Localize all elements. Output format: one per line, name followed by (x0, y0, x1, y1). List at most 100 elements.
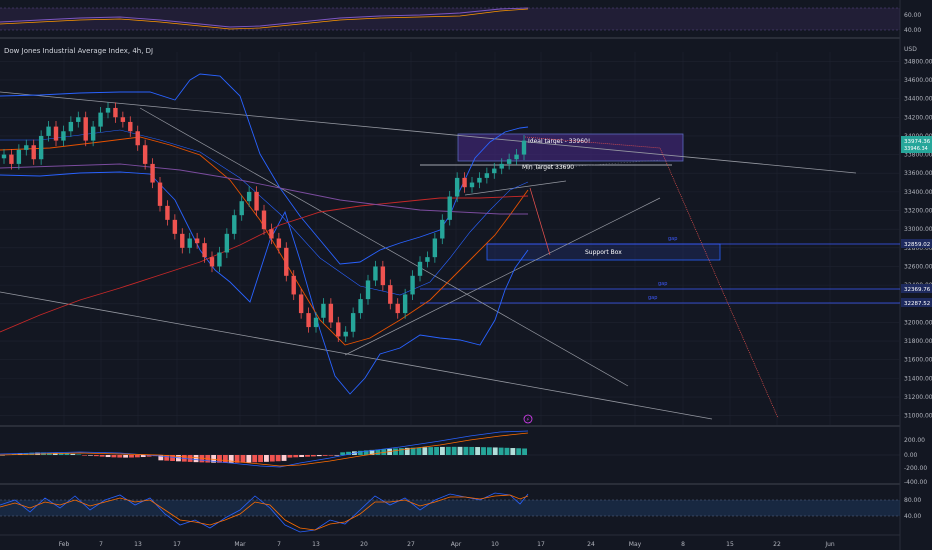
grid-vertical (63, 52, 831, 425)
time-tick-label: Feb (59, 541, 70, 548)
macd-tick-label: 0.00 (904, 452, 918, 459)
macd-bar (193, 455, 199, 463)
macd-bar (70, 453, 76, 455)
candle-body (172, 219, 178, 234)
macd-bar (510, 448, 516, 455)
level-badge-value: 32369.76 (904, 287, 931, 293)
candle-body (239, 201, 244, 216)
macd-bar (305, 455, 310, 457)
min-target-label: Min Target 33690 (522, 164, 574, 171)
macd-bar (217, 455, 222, 463)
time-tick-label: 10 (491, 541, 499, 548)
candle-body (380, 266, 386, 286)
macd-bar (363, 450, 369, 455)
candle-body (291, 275, 296, 295)
macd-bar (334, 455, 340, 456)
macd-bar (240, 455, 246, 463)
macd-bar (64, 453, 70, 455)
price-tick-label: 31200.00 (904, 394, 932, 401)
trendline-diagonal[interactable] (139, 107, 629, 387)
candle-body (514, 154, 519, 160)
macd-bar (123, 455, 129, 458)
event-marker-icon[interactable] (523, 414, 533, 424)
level-badge[interactable] (901, 298, 932, 307)
macd-bar (281, 455, 287, 461)
candle-body (232, 215, 237, 234)
macd-tick-label: -200.00 (904, 465, 927, 472)
macd-bar (346, 451, 351, 455)
price-tick-label: 32800.00 (904, 245, 932, 252)
candle-body (135, 131, 140, 146)
time-axis[interactable]: Feb 7 13 17 Mar 7 13 20 27 Apr 10 17 24 May 8 15 22 Jun (59, 541, 835, 548)
last-price-badge[interactable] (901, 136, 932, 153)
macd-bar (293, 455, 299, 458)
macd-bar (398, 448, 404, 455)
candle-body (306, 313, 311, 328)
candle-body (24, 145, 29, 150)
macd-bar (457, 446, 463, 455)
macd-bar (129, 455, 134, 458)
time-tick-label: May (629, 541, 642, 548)
time-tick-label: 7 (277, 541, 281, 548)
osc-tick-label: 80.00 (904, 497, 921, 504)
candle-body (61, 131, 66, 141)
macd-bar (111, 455, 117, 458)
ma-purple (0, 163, 528, 215)
price-tick-label: 34200.00 (904, 114, 932, 121)
price-tick-label: 31400.00 (904, 375, 932, 382)
candle-body (157, 182, 163, 206)
candle-body (343, 331, 348, 337)
projection-path-short[interactable] (529, 187, 551, 256)
trendline-lower[interactable] (0, 291, 713, 420)
macd-bar (82, 455, 87, 456)
trendline-channel[interactable] (464, 180, 567, 196)
candle-body (447, 196, 452, 220)
osc-tick-label: 60.00 (904, 12, 921, 19)
support-box-label: Support Box (585, 249, 622, 256)
macd-bar (76, 454, 82, 456)
candle-body (365, 280, 371, 300)
candle-body (454, 177, 460, 197)
macd-bar (275, 455, 281, 462)
candle-body (484, 173, 490, 178)
time-tick-label: 17 (173, 541, 181, 548)
macd-bar (287, 455, 293, 458)
macd-bar (416, 447, 422, 455)
projection-path-long[interactable] (524, 136, 779, 419)
price-tick-label: 33200.00 (904, 208, 932, 215)
macd-bar (234, 455, 240, 463)
candle-body (98, 112, 103, 127)
price-tick-label: 34600.00 (904, 77, 932, 84)
candle-body (261, 210, 267, 230)
time-tick-label: 7 (99, 541, 103, 548)
candle-body (38, 135, 44, 160)
macd-bar (228, 455, 234, 463)
candle-body (499, 163, 504, 169)
time-tick-label: Jun (824, 541, 835, 548)
price-axis[interactable]: 34800.0034600.0034400.0034200.0034000.00… (904, 58, 932, 419)
macd-bar (522, 448, 527, 455)
macd-bar (475, 447, 481, 455)
macd-bar (516, 448, 522, 455)
trendline-rising[interactable] (344, 197, 661, 356)
macd-bar (93, 455, 99, 457)
candle-body (432, 238, 438, 258)
price-tick-label: 33600.00 (904, 170, 932, 177)
candle-body (492, 168, 497, 174)
level-badge[interactable] (901, 284, 932, 293)
price-tick-label: 31600.00 (904, 357, 932, 364)
price-tick-label: 34800.00 (904, 58, 932, 65)
candle-body (194, 238, 200, 244)
bollinger-upper (0, 73, 529, 265)
macd-bar (316, 455, 322, 457)
macd-bar (140, 455, 146, 458)
candle-body (202, 243, 207, 258)
macd-bar (146, 455, 152, 457)
event-marker-glyph: ⚡ (526, 417, 530, 423)
trendline-upper[interactable] (0, 91, 857, 174)
candle-body (410, 275, 415, 295)
time-tick-label: 20 (360, 541, 368, 548)
level-badge[interactable] (901, 239, 932, 248)
main-price-pane[interactable]: Ideal target - 33960! Min Target 33690 S… (0, 46, 932, 425)
